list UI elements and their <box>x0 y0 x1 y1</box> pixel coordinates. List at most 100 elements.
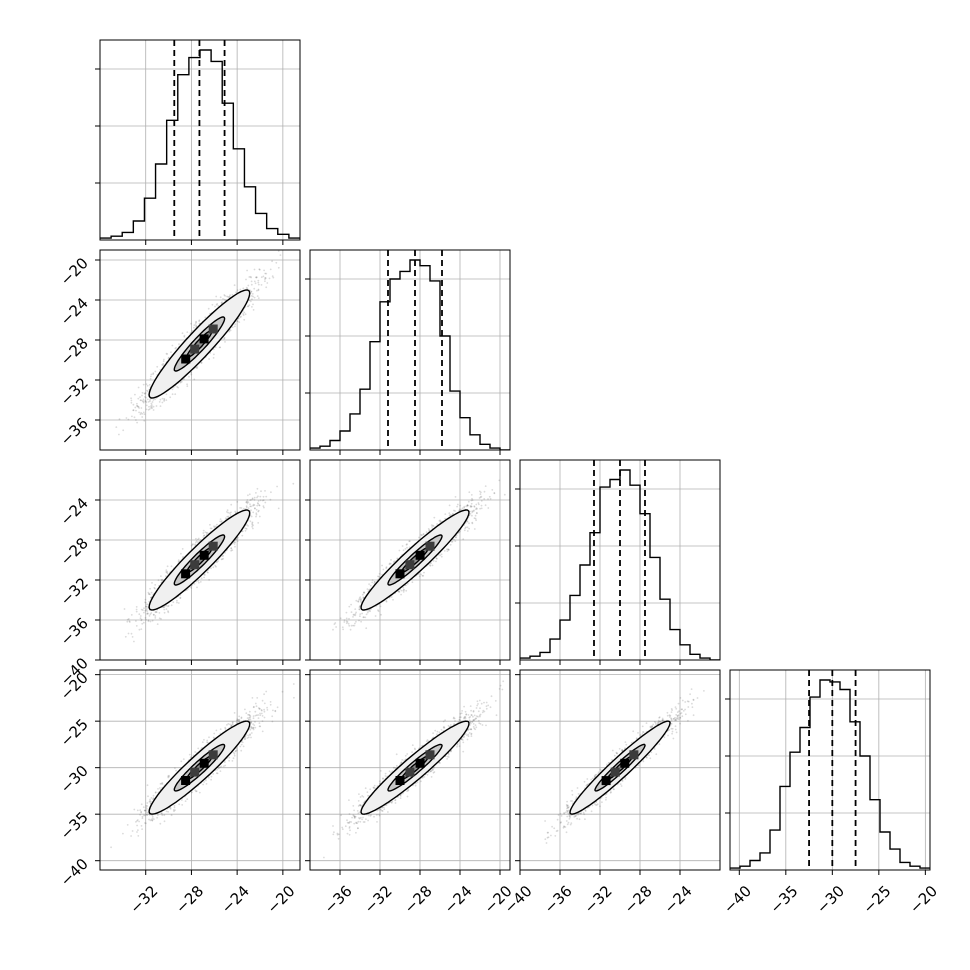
sample-point <box>262 505 265 508</box>
sample-point <box>151 406 153 408</box>
sample-point <box>253 268 256 271</box>
sample-point <box>236 289 239 292</box>
sample-point <box>250 283 253 286</box>
sample-point <box>246 305 249 308</box>
sample-point <box>155 611 158 613</box>
sample-point <box>148 593 151 595</box>
sample-point <box>277 250 280 252</box>
sample-point <box>213 525 215 528</box>
sample-point <box>270 491 272 494</box>
sample-point <box>230 549 233 552</box>
sample-point <box>177 386 180 389</box>
y-tick-label: −32 <box>57 374 92 409</box>
sample-point <box>250 290 253 293</box>
sample-point <box>253 499 256 501</box>
x-tick-label: −25 <box>859 882 894 917</box>
sample-point <box>137 405 140 408</box>
sample-point <box>127 618 130 620</box>
sample-point <box>227 511 230 514</box>
sample-point <box>122 429 125 432</box>
sample-point <box>182 555 185 558</box>
density-peak-cell <box>190 344 200 354</box>
sample-point <box>245 278 247 281</box>
sample-point <box>239 507 242 509</box>
sample-point <box>263 269 265 272</box>
sample-point <box>130 632 133 635</box>
sample-point <box>146 610 149 612</box>
sample-point <box>177 560 180 563</box>
sample-point <box>197 541 199 543</box>
sample-point <box>195 325 198 328</box>
sample-point <box>266 282 269 284</box>
sample-point <box>230 547 233 550</box>
sample-point <box>180 552 182 555</box>
axes-frame <box>99 249 301 451</box>
sample-point <box>256 504 259 507</box>
sample-point <box>145 396 147 399</box>
sample-point <box>227 296 230 298</box>
sample-point <box>141 416 144 418</box>
sample-point <box>141 622 144 625</box>
sample-point <box>249 499 252 501</box>
sample-point <box>165 608 168 610</box>
sample-point <box>152 613 155 616</box>
sample-point <box>161 578 164 581</box>
sample-point <box>136 404 139 407</box>
x-tick-label: −30 <box>813 882 848 917</box>
sample-point <box>198 581 200 584</box>
sample-point <box>135 606 138 608</box>
sample-point <box>142 400 145 403</box>
sample-point <box>264 278 266 280</box>
sample-point <box>265 495 268 498</box>
sample-point <box>234 323 237 326</box>
sample-point <box>237 317 240 320</box>
sample-point <box>244 527 247 530</box>
sample-point <box>154 584 157 586</box>
sample-point <box>257 289 260 292</box>
sample-point <box>234 541 237 544</box>
sample-point <box>126 618 129 621</box>
density-peak-cell <box>199 334 209 344</box>
sample-point <box>135 620 137 622</box>
sample-point <box>183 335 186 338</box>
sample-point <box>167 605 170 607</box>
sample-point <box>256 289 258 292</box>
sample-point <box>142 383 145 386</box>
sample-point <box>176 601 178 604</box>
sample-point <box>202 532 205 534</box>
sample-point <box>229 514 232 516</box>
sample-point <box>170 604 173 607</box>
sample-point <box>216 561 218 564</box>
sample-point <box>163 608 166 611</box>
sample-point <box>166 565 169 568</box>
sample-point <box>207 571 209 574</box>
y-tick-label: −32 <box>57 574 92 609</box>
sample-point <box>198 319 201 322</box>
sample-point <box>166 353 169 355</box>
sample-point <box>150 373 153 376</box>
sample-point <box>165 393 168 396</box>
sample-point <box>159 405 162 407</box>
sample-point <box>257 522 260 524</box>
sample-point <box>257 288 260 291</box>
sample-point <box>152 405 155 408</box>
sample-point <box>258 504 261 507</box>
sample-point <box>245 286 248 289</box>
sample-point <box>222 557 225 560</box>
sample-point <box>234 545 236 548</box>
sample-point <box>196 586 198 589</box>
sample-point <box>206 571 209 574</box>
sample-point <box>154 370 157 373</box>
sample-point <box>255 276 258 279</box>
sample-point <box>241 534 244 537</box>
sample-point <box>252 303 254 306</box>
sample-point <box>145 401 148 404</box>
sample-point <box>135 610 138 613</box>
sample-point <box>167 611 170 614</box>
sample-point <box>197 580 200 582</box>
sample-point <box>246 287 249 290</box>
sample-point <box>219 518 222 521</box>
sample-point <box>180 380 183 383</box>
sample-point <box>163 611 166 614</box>
